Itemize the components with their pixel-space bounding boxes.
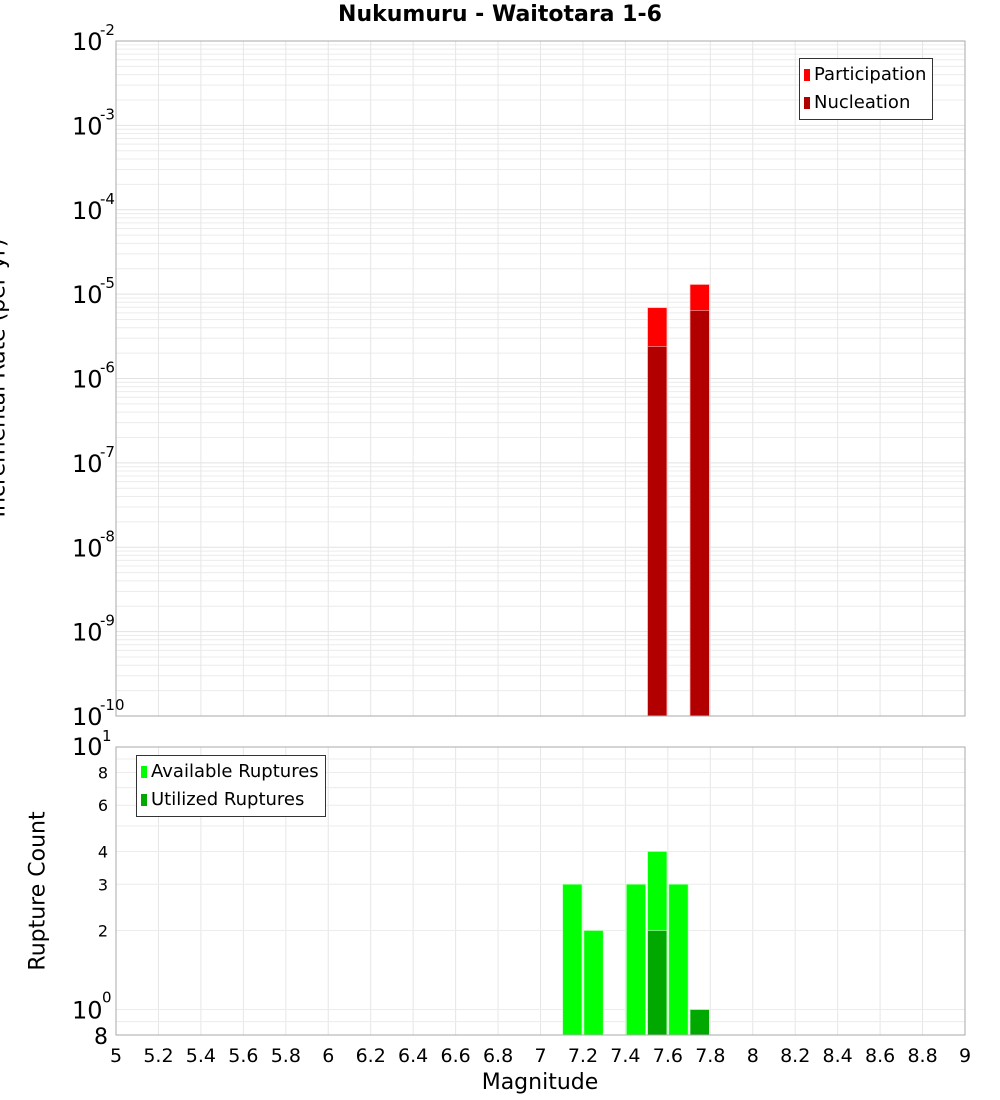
svg-text:10: 10 xyxy=(72,733,103,761)
svg-text:7.2: 7.2 xyxy=(568,1045,598,1067)
svg-text:0: 0 xyxy=(102,989,112,1007)
svg-text:6: 6 xyxy=(322,1045,334,1067)
svg-text:8.8: 8.8 xyxy=(907,1045,937,1067)
svg-text:2: 2 xyxy=(98,922,108,941)
svg-text:8: 8 xyxy=(747,1045,759,1067)
legend-item-utilized: Utilized Ruptures xyxy=(141,786,319,814)
svg-text:10: 10 xyxy=(72,450,103,478)
svg-text:5.2: 5.2 xyxy=(143,1045,173,1067)
svg-text:-5: -5 xyxy=(100,274,115,292)
bar-available-ruptures xyxy=(626,883,646,1036)
svg-text:7: 7 xyxy=(534,1045,546,1067)
svg-text:5.8: 5.8 xyxy=(271,1045,301,1067)
svg-text:6.2: 6.2 xyxy=(356,1045,386,1067)
svg-text:10: 10 xyxy=(72,112,103,140)
svg-text:4: 4 xyxy=(98,842,108,861)
svg-text:10: 10 xyxy=(72,28,103,56)
bottom-legend: Available Ruptures Utilized Ruptures xyxy=(136,755,326,817)
svg-text:3: 3 xyxy=(98,875,108,894)
svg-text:10: 10 xyxy=(72,997,103,1025)
bar-nucleation xyxy=(647,346,668,717)
svg-text:5.6: 5.6 xyxy=(228,1045,258,1067)
legend-item-nucleation: Nucleation xyxy=(804,89,926,117)
svg-text:-4: -4 xyxy=(100,190,115,208)
svg-text:10: 10 xyxy=(72,619,103,647)
svg-text:5: 5 xyxy=(110,1045,122,1067)
chart-title: Nukumuru - Waitotara 1-6 xyxy=(338,2,662,27)
svg-text:6: 6 xyxy=(98,796,108,815)
svg-text:-3: -3 xyxy=(100,105,115,123)
svg-text:7.4: 7.4 xyxy=(610,1045,640,1067)
bar-utilized-ruptures xyxy=(647,930,668,1036)
svg-text:10: 10 xyxy=(72,281,103,309)
svg-text:8.4: 8.4 xyxy=(823,1045,853,1067)
svg-text:6.4: 6.4 xyxy=(398,1045,428,1067)
svg-text:8.6: 8.6 xyxy=(865,1045,895,1067)
svg-text:-9: -9 xyxy=(100,612,115,630)
svg-text:8: 8 xyxy=(94,1025,108,1050)
bar-nucleation xyxy=(689,310,710,717)
participation-swatch-icon xyxy=(804,69,810,81)
svg-text:1: 1 xyxy=(102,727,112,745)
svg-text:8: 8 xyxy=(98,763,108,782)
svg-text:7.6: 7.6 xyxy=(653,1045,683,1067)
svg-text:-8: -8 xyxy=(100,527,115,545)
legend-item-participation: Participation xyxy=(804,61,926,89)
svg-text:9: 9 xyxy=(959,1045,971,1067)
top-y-axis-label: Incremental Rate (per yr) xyxy=(0,238,11,518)
bar-available-ruptures xyxy=(583,930,604,1036)
bar-utilized-ruptures xyxy=(689,1009,710,1036)
legend-label: Utilized Ruptures xyxy=(151,789,305,810)
svg-text:5.4: 5.4 xyxy=(186,1045,216,1067)
svg-text:-6: -6 xyxy=(100,359,115,377)
bottom-y-axis-label: Rupture Count xyxy=(25,811,51,971)
legend-label: Available Ruptures xyxy=(151,761,319,782)
utilized-swatch-icon xyxy=(141,794,147,806)
legend-label: Nucleation xyxy=(814,92,911,113)
svg-text:6.8: 6.8 xyxy=(483,1045,513,1067)
available-swatch-icon xyxy=(141,766,147,778)
svg-text:10: 10 xyxy=(72,197,103,225)
svg-text:-2: -2 xyxy=(100,21,115,39)
x-axis-label: Magnitude xyxy=(481,1070,599,1095)
svg-text:10: 10 xyxy=(72,366,103,394)
svg-text:6.6: 6.6 xyxy=(440,1045,470,1067)
top-legend: Participation Nucleation xyxy=(799,58,934,120)
svg-text:-10: -10 xyxy=(100,696,125,714)
svg-text:10: 10 xyxy=(72,534,103,562)
bar-available-ruptures xyxy=(668,883,689,1036)
bar-available-ruptures xyxy=(562,883,583,1036)
svg-text:10: 10 xyxy=(72,703,103,731)
svg-text:-7: -7 xyxy=(100,443,115,461)
legend-item-available: Available Ruptures xyxy=(141,758,319,786)
legend-label: Participation xyxy=(814,64,927,85)
svg-text:7.8: 7.8 xyxy=(695,1045,725,1067)
svg-text:8.2: 8.2 xyxy=(780,1045,810,1067)
nucleation-swatch-icon xyxy=(804,97,810,109)
